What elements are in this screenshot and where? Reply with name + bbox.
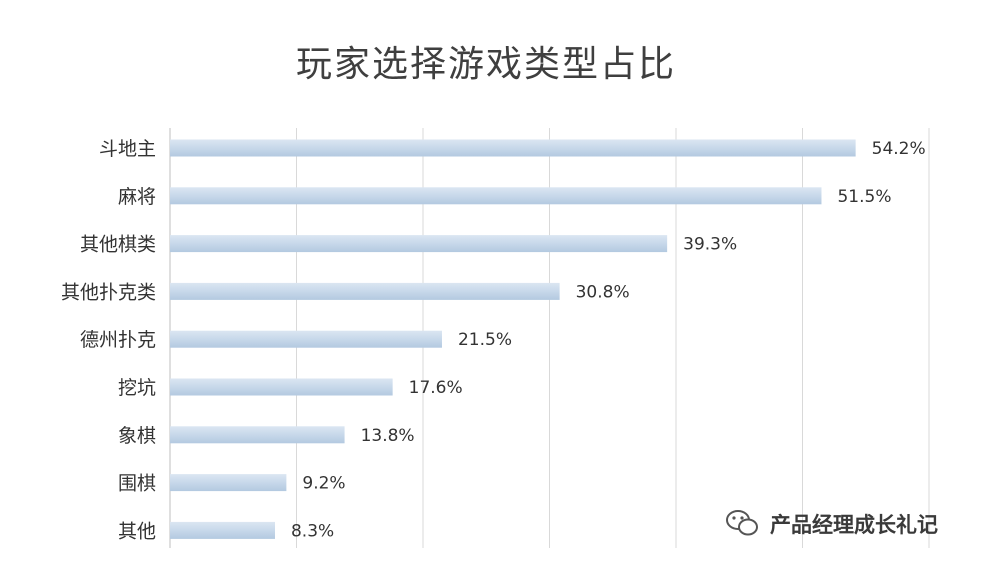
bars: [170, 139, 856, 539]
value-label: 8.3%: [291, 521, 334, 541]
value-label: 39.3%: [683, 235, 737, 255]
watermark: 产品经理成长礼记: [726, 510, 938, 537]
bar: [170, 139, 856, 157]
value-label: 21.5%: [458, 330, 512, 350]
value-label: 30.8%: [576, 282, 630, 302]
bar: [170, 426, 345, 444]
bar: [170, 330, 442, 348]
category-label: 围棋: [118, 473, 156, 495]
value-label: 54.2%: [872, 139, 926, 159]
bar: [170, 282, 560, 300]
category-label: 斗地主: [99, 138, 156, 160]
category-label: 象棋: [118, 425, 156, 447]
bar: [170, 474, 287, 492]
category-label: 其他扑克类: [61, 281, 156, 303]
bar: [170, 521, 275, 539]
wechat-icon: [726, 510, 758, 536]
value-label: 9.2%: [302, 474, 345, 494]
category-label: 挖坑: [118, 377, 156, 399]
category-label: 其他: [118, 520, 156, 542]
value-label: 13.8%: [361, 426, 415, 446]
value-labels: 54.2% 51.5% 39.3% 30.8% 21.5% 17.6% 13.8% 9.2% 8…: [291, 139, 926, 541]
chart-title: 玩家选择游戏类型占比: [296, 44, 676, 85]
bar: [170, 378, 393, 396]
watermark-text: 产品经理成长礼记: [770, 513, 938, 537]
category-label: 其他棋类: [80, 234, 156, 256]
bar: [170, 235, 668, 253]
value-label: 17.6%: [409, 378, 463, 398]
bar: [170, 187, 822, 205]
category-label: 麻将: [118, 186, 156, 208]
category-label: 德州扑克: [80, 329, 156, 351]
value-label: 51.5%: [837, 187, 891, 207]
